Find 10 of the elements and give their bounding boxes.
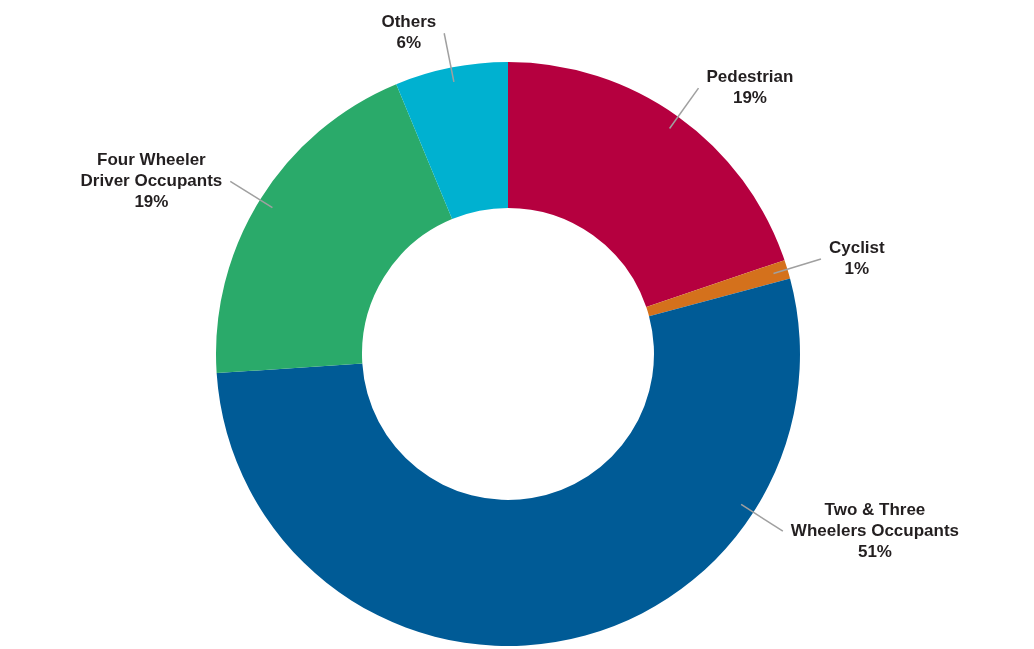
data-label: 51% <box>857 541 892 561</box>
slice-label: Four Wheeler Driver Occupants <box>80 149 223 190</box>
data-label: 19% <box>732 88 767 108</box>
slice-label: Pedestrian <box>706 67 794 87</box>
data-label: 19% <box>134 191 169 211</box>
slice-label: Two & Three Wheelers Occupants <box>790 499 960 540</box>
data-label: 1% <box>844 259 870 279</box>
slice-label: Others <box>381 12 437 32</box>
data-label: 6% <box>396 33 422 53</box>
slice-label: Cyclist <box>828 238 886 258</box>
